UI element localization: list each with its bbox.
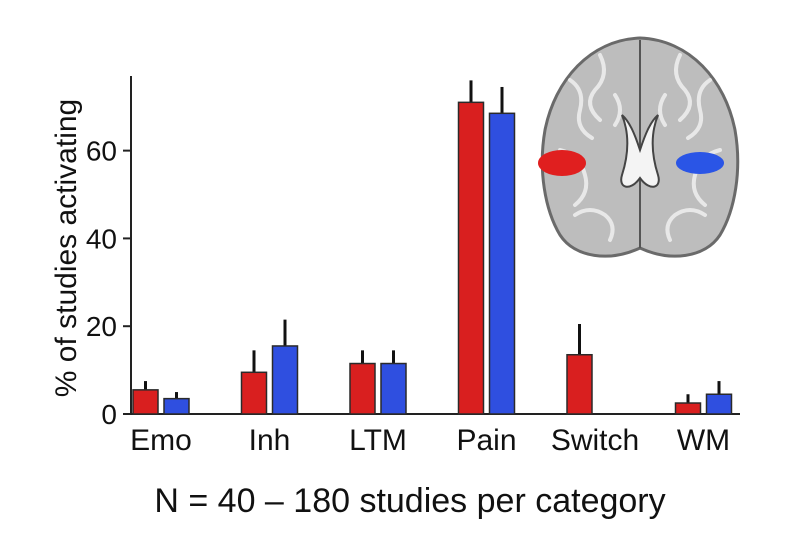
x-axis-footer: N = 40 – 180 studies per category <box>154 482 665 520</box>
y-tick-label: 0 <box>101 399 117 430</box>
bar <box>566 353 593 415</box>
y-tick-label: 20 <box>86 311 117 342</box>
category-label: WM <box>677 424 730 457</box>
bar <box>349 362 376 415</box>
bar <box>380 362 407 415</box>
bar <box>240 371 268 415</box>
bar <box>674 402 702 415</box>
category-label: LTM <box>349 424 407 457</box>
ventricles <box>620 114 660 188</box>
category-label: Pain <box>456 424 516 457</box>
bar <box>163 397 190 415</box>
y-axis-title: % of studies activating <box>50 99 83 398</box>
category-label: Inh <box>249 424 291 457</box>
bar <box>132 389 159 415</box>
y-tick-label: 60 <box>86 136 117 167</box>
bar <box>488 112 516 415</box>
bar <box>271 345 299 415</box>
bar <box>705 393 733 415</box>
category-label: Switch <box>551 424 639 457</box>
y-tick-label: 40 <box>86 223 117 254</box>
category-label: Emo <box>130 424 192 457</box>
right-activation <box>676 152 724 174</box>
brain-inset <box>538 36 740 258</box>
left-activation <box>538 150 586 176</box>
bar <box>457 101 485 415</box>
